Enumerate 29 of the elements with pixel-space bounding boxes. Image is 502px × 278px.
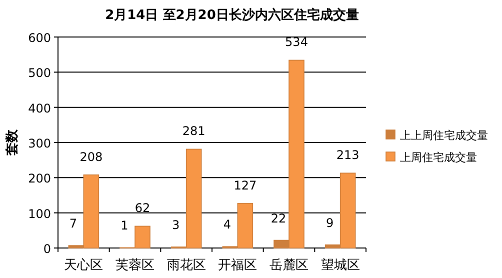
x-tick-label: 望城区 bbox=[320, 258, 360, 273]
legend-label: 上周住宅成交量 bbox=[400, 151, 477, 164]
y-tick-label: 0 bbox=[43, 242, 51, 256]
data-label: 4 bbox=[223, 218, 231, 232]
x-tick-label: 岳麓区 bbox=[270, 258, 308, 273]
y-axis-title: 套数 bbox=[5, 128, 20, 156]
y-tick-label: 100 bbox=[28, 206, 51, 221]
y-tick-label: 600 bbox=[28, 31, 51, 45]
data-label: 208 bbox=[80, 150, 103, 164]
data-label: 281 bbox=[182, 124, 206, 138]
y-tick-label: 400 bbox=[28, 101, 51, 116]
x-tick-label: 开福区 bbox=[218, 258, 258, 273]
y-tick-label: 500 bbox=[28, 66, 51, 80]
data-label: 213 bbox=[336, 148, 360, 162]
x-tick-label: 雨花区 bbox=[166, 258, 206, 273]
y-tick-label: 200 bbox=[28, 172, 51, 186]
y-tick-label: 300 bbox=[28, 136, 51, 150]
data-label: 1 bbox=[120, 218, 128, 233]
legend-label: 上上周住宅成交量 bbox=[400, 129, 488, 142]
chart-title: 2月14日 至2月20日长沙内六区住宅成交量 bbox=[105, 7, 359, 23]
data-label: 62 bbox=[134, 201, 150, 216]
data-label: 9 bbox=[326, 216, 334, 230]
x-tick-label: 芙蓉区 bbox=[116, 258, 154, 273]
x-tick-label: 天心区 bbox=[64, 257, 104, 273]
data-label: 7 bbox=[69, 216, 77, 231]
data-label: 127 bbox=[234, 178, 257, 192]
data-label: 3 bbox=[172, 218, 180, 232]
data-label: 22 bbox=[270, 211, 286, 226]
data-label: 534 bbox=[285, 35, 308, 50]
